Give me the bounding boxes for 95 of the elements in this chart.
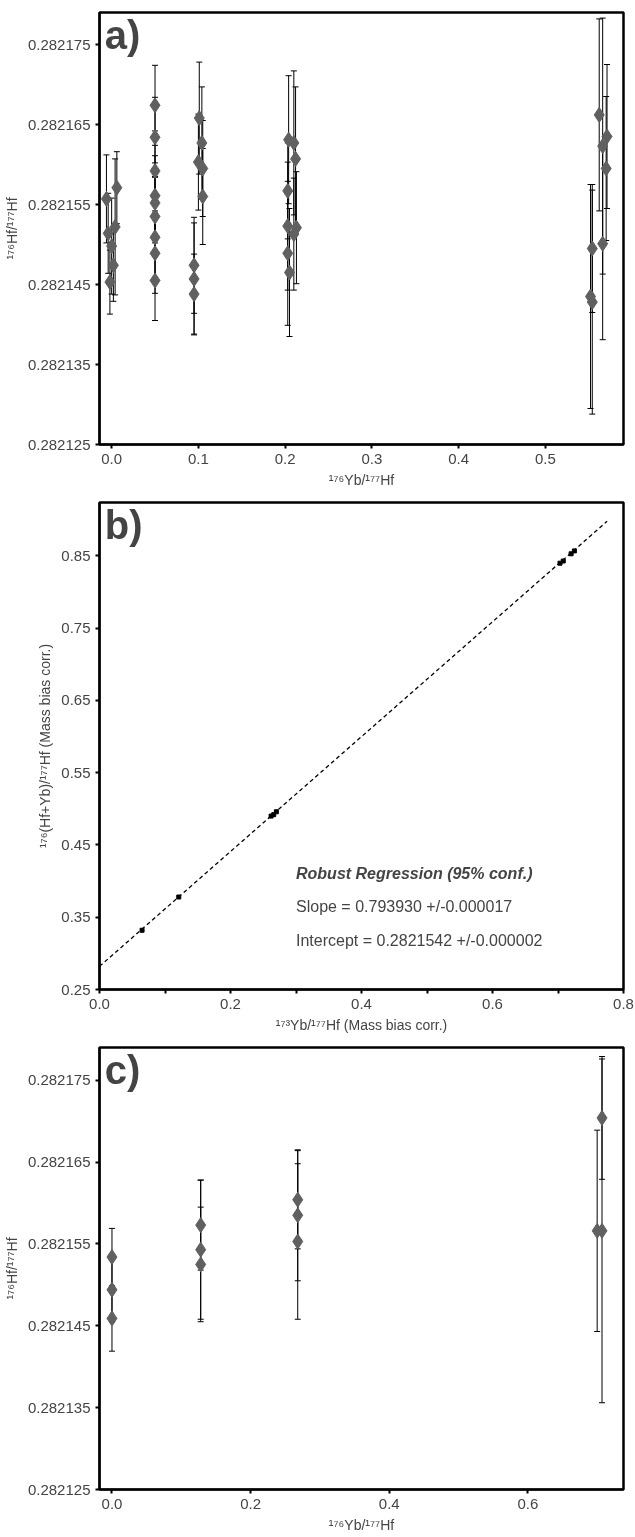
point [149, 229, 161, 246]
point [188, 286, 200, 303]
point [139, 927, 145, 933]
y-tick-label: 0.282135 [27, 1398, 91, 1416]
point [593, 106, 605, 123]
y-axis-title: ¹⁷⁶Hf/¹⁷⁷Hf [3, 1237, 20, 1300]
annotation: Slope = 0.793930 +/-0.000017 [296, 898, 513, 916]
point [560, 558, 566, 564]
x-tick-label: 0.8 [613, 994, 634, 1012]
x-tick-label: 0.1 [187, 449, 209, 467]
point [197, 188, 209, 205]
point [111, 179, 123, 196]
x-axis-title: ¹⁷⁶Yb/¹⁷⁷Hf [328, 1516, 395, 1533]
point [195, 1241, 207, 1258]
x-tick-label: 0.6 [517, 1494, 539, 1512]
point [288, 134, 300, 151]
point [149, 208, 161, 225]
point [601, 128, 613, 145]
y-tick-label: 0.282155 [27, 1234, 91, 1252]
y-tick-label: 0.282165 [27, 115, 91, 133]
y-tick-label: 0.282145 [27, 275, 91, 293]
point [557, 560, 563, 566]
chart-title: b) [104, 502, 143, 547]
point [149, 129, 161, 146]
annotation: Robust Regression (95% conf.) [296, 865, 533, 883]
point [188, 270, 200, 287]
y-tick-label: 0.282135 [27, 355, 91, 373]
point [106, 1249, 118, 1266]
x-tick-label: 0.2 [240, 1494, 262, 1512]
point [107, 257, 119, 274]
point [104, 274, 116, 291]
x-tick-label: 0.0 [101, 449, 123, 467]
y-tick-label: 0.85 [61, 546, 91, 564]
x-tick-label: 0.4 [351, 994, 372, 1012]
point [195, 1217, 207, 1234]
x-tick-label: 0.2 [274, 449, 296, 467]
x-tick-label: 0.0 [101, 1494, 123, 1512]
point [597, 235, 609, 252]
point [195, 1256, 207, 1273]
point [149, 97, 161, 114]
annotation: Intercept = 0.2821542 +/-0.000002 [296, 931, 543, 949]
point [597, 138, 609, 155]
y-tick-label: 0.45 [61, 835, 91, 853]
point [568, 551, 574, 557]
point [586, 240, 598, 257]
x-tick-label: 0.2 [220, 994, 241, 1012]
y-tick-label: 0.65 [61, 691, 91, 709]
y-tick-label: 0.282125 [27, 1480, 91, 1498]
point [197, 160, 209, 177]
y-tick-label: 0.282125 [27, 435, 91, 453]
y-tick-label: 0.282145 [27, 1316, 91, 1334]
point [290, 150, 302, 167]
point [596, 1109, 608, 1126]
chart-title: a) [104, 12, 141, 57]
point [100, 190, 112, 207]
point [149, 272, 161, 289]
y-tick-label: 0.35 [61, 908, 91, 926]
point [283, 264, 295, 281]
point [106, 1310, 118, 1327]
point [196, 134, 208, 151]
x-axis-title: ¹⁷³Yb/¹⁷⁷Hf (Mass bias corr.) [275, 1016, 448, 1033]
point [282, 218, 294, 235]
y-tick-label: 0.55 [61, 763, 91, 781]
point [600, 160, 612, 177]
x-tick-label: 0.5 [534, 449, 556, 467]
point [106, 238, 118, 255]
point [106, 1281, 118, 1298]
point [109, 218, 121, 235]
y-tick-label: 0.282165 [27, 1153, 91, 1171]
y-tick-label: 0.282155 [27, 195, 91, 213]
point [292, 1233, 304, 1250]
y-tick-label: 0.25 [61, 980, 91, 998]
point [292, 1207, 304, 1224]
x-tick-label: 0.4 [378, 1494, 400, 1512]
point [193, 110, 205, 127]
y-axis-title: ¹⁷⁶(Hf+Yb)/¹⁷⁷Hf (Mass bias corr.) [37, 643, 54, 849]
y-tick-label: 0.75 [61, 619, 91, 637]
y-tick-label: 0.282175 [27, 1071, 91, 1089]
point [102, 225, 114, 242]
point [149, 162, 161, 179]
point [282, 245, 294, 262]
point [292, 1191, 304, 1208]
point [149, 245, 161, 262]
y-tick-label: 0.282175 [27, 35, 91, 53]
x-tick-label: 0.4 [448, 449, 470, 467]
point [188, 257, 200, 274]
x-tick-label: 0.0 [89, 994, 110, 1012]
x-tick-label: 0.3 [361, 449, 383, 467]
x-axis-title: ¹⁷⁶Yb/¹⁷⁷Hf [328, 471, 395, 488]
point [176, 894, 182, 900]
point [571, 548, 577, 554]
point [282, 182, 294, 199]
chart-title: c) [104, 1047, 141, 1092]
y-axis-title: ¹⁷⁶Hf/¹⁷⁷Hf [3, 197, 20, 260]
x-tick-label: 0.6 [482, 994, 503, 1012]
